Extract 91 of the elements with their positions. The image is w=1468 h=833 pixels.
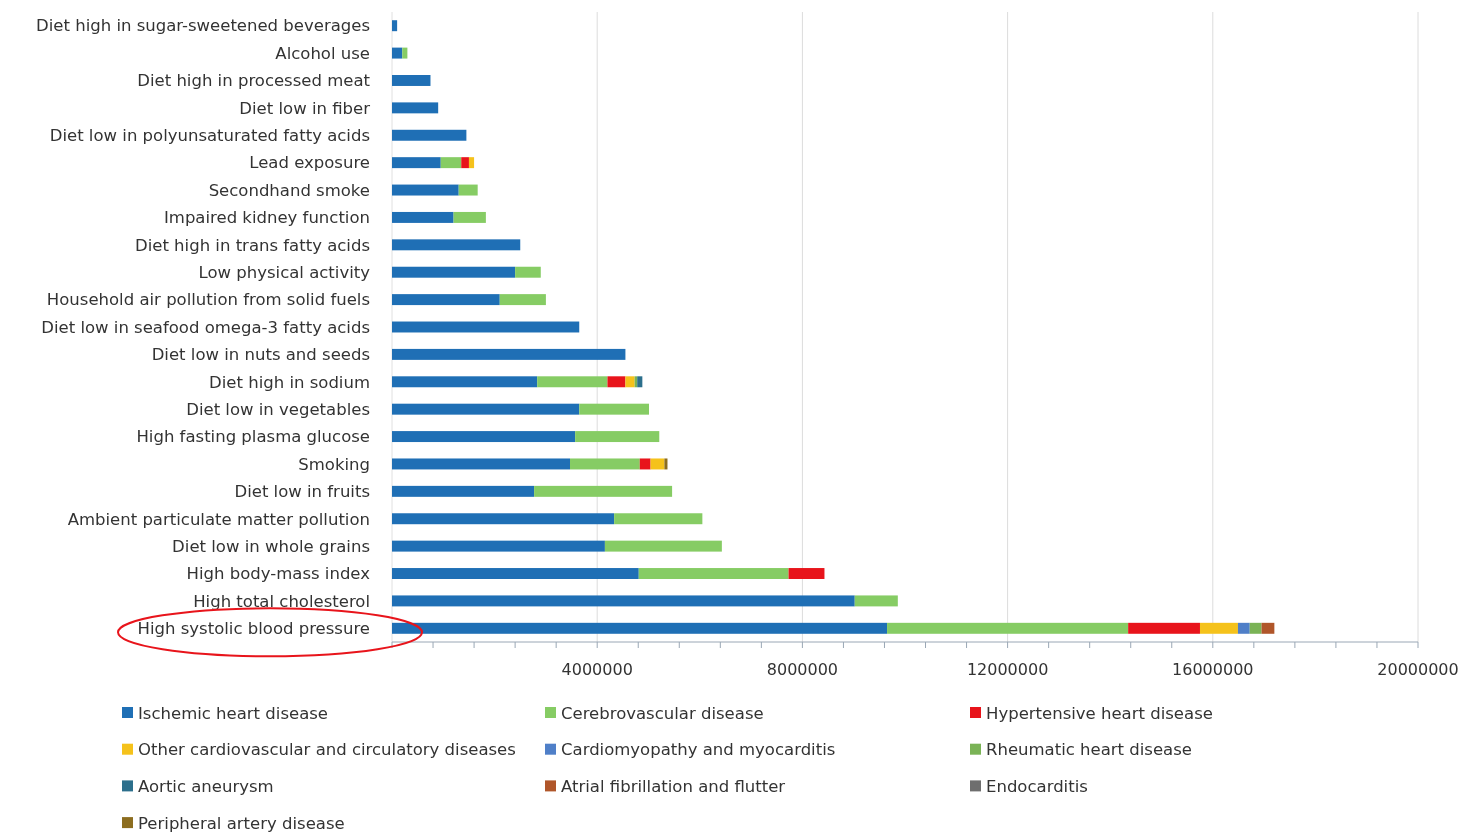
bar [1237,622,1250,634]
bar [575,431,660,443]
x-tick-label: 12000000 [966,660,1049,679]
legend-label: Ischemic heart disease [138,703,328,723]
bar [392,75,431,86]
x-tick-label: 8000000 [766,660,839,679]
y-tick-label: High body-mass index [186,564,371,584]
bar [392,458,571,470]
y-tick-label: Diet low in polyunsaturated fatty acids [49,126,370,146]
y-tick-label: Diet low in fruits [234,482,370,502]
bar [392,595,855,607]
bar [604,540,722,552]
bar [392,239,521,251]
bar [468,157,475,169]
bar [650,458,665,470]
legend-label: Cardiomyopathy and myocarditis [561,740,836,760]
bar [440,157,462,169]
y-tick-label: Low physical activity [198,262,371,282]
bar [537,376,608,388]
bar [579,403,650,415]
y-tick-label: Smoking [298,454,370,474]
bar [392,403,580,415]
bar [788,568,825,579]
y-tick-label: Diet low in seafood omega-3 fatty acids [41,317,370,337]
legend-label: Cerebrovascular disease [561,703,764,723]
bar [1199,622,1238,634]
x-tick-label: 16000000 [1172,660,1254,679]
y-tick-label: High fasting plasma glucose [136,427,370,447]
legend-label: Other cardiovascular and circulatory diseases [138,740,516,760]
bar [1261,622,1275,634]
bar [637,376,643,388]
y-tick-label: Lead exposure [249,153,370,173]
bar [639,458,651,470]
bar [392,376,538,388]
bar [664,458,668,470]
y-tick-label: Diet low in fiber [239,98,371,118]
y-tick-label: High total cholesterol [193,591,370,611]
bar [515,266,541,278]
bar [392,348,626,360]
y-tick-label: Diet high in sugar-sweetened beverages [36,16,370,36]
bar [392,568,639,579]
legend-label: Hypertensive heart disease [986,703,1213,723]
bar [392,20,398,32]
bar [499,294,546,306]
bar [607,376,626,388]
bar [461,157,469,169]
bar [1249,622,1262,634]
y-tick-label: Diet low in whole grains [172,536,370,556]
bar [392,47,403,59]
bar [392,321,580,333]
bar [392,485,535,497]
legend-label: Aortic aneurysm [138,777,274,797]
bar [638,568,789,579]
bar [887,622,1129,634]
y-tick-label: Diet low in nuts and seeds [151,345,370,365]
y-tick-label: Diet high in processed meat [137,71,371,91]
bar [392,211,454,223]
y-tick-label: Household air pollution from solid fuels [46,290,370,310]
bar [570,458,640,470]
y-tick-label: Alcohol use [275,43,370,63]
y-tick-label: Diet high in sodium [209,372,370,392]
bar [854,595,898,607]
bar [392,266,516,278]
bar [625,376,635,388]
y-tick-label: High systolic blood pressure [137,619,370,639]
y-tick-label: Secondhand smoke [208,180,370,200]
bar [392,513,615,525]
bar [402,47,408,59]
x-tick-label: 4000000 [561,660,633,679]
bar [392,184,459,196]
legend-label: Rheumatic heart disease [986,740,1192,760]
bar [392,540,605,552]
bar [453,211,486,223]
y-tick-label: Ambient particulate matter pollution [67,509,370,529]
y-tick-label: Diet low in vegetables [186,399,370,419]
bar [392,294,500,306]
bar [534,485,673,497]
bar [614,513,703,525]
bar [392,102,439,114]
legend-label: Endocarditis [986,777,1088,797]
legend-label: Peripheral artery disease [138,813,345,833]
legend-label: Atrial fibrillation and flutter [561,777,786,797]
bar [392,129,467,141]
y-tick-label: Impaired kidney function [163,208,370,228]
bar [1128,622,1200,634]
bar [458,184,478,196]
y-tick-label: Diet high in trans fatty acids [134,235,370,255]
x-tick-label: 20000000 [1377,660,1459,679]
bar [392,157,441,169]
bar [392,431,576,443]
bar [392,622,888,634]
